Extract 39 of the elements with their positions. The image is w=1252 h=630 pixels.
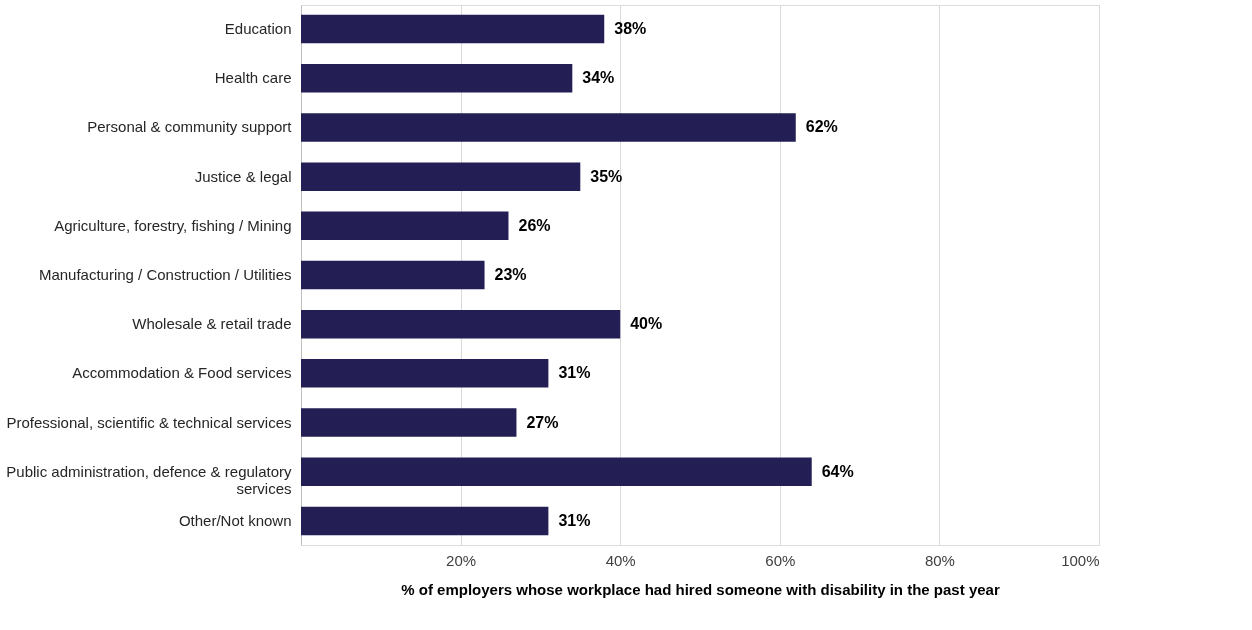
x-tick-label: 80%	[924, 551, 955, 569]
x-tick-label: 100%	[1061, 551, 1100, 569]
y-tick-label: Health care	[214, 69, 292, 87]
y-tick-label: Accommodation & Food services	[72, 364, 292, 382]
y-tick-label: Wholesale & retail trade	[132, 315, 292, 333]
data-label: 34%	[582, 69, 615, 87]
data-label: 31%	[558, 511, 591, 529]
data-label: 26%	[518, 216, 551, 234]
y-tick-label: Personal & community support	[87, 118, 293, 136]
data-label: 35%	[590, 167, 623, 185]
data-label: 40%	[630, 315, 663, 333]
bar	[301, 309, 621, 339]
y-tick-label: Education	[224, 20, 292, 38]
data-label: 62%	[805, 118, 838, 136]
y-tick-label: Manufacturing / Construction / Utilities	[38, 266, 292, 283]
bar	[301, 506, 549, 536]
bar	[301, 14, 605, 44]
x-tick-label: 20%	[446, 551, 477, 569]
data-label: 31%	[558, 364, 591, 382]
bar	[301, 457, 812, 486]
bar	[301, 408, 517, 437]
data-label: 23%	[494, 266, 527, 283]
y-tick-label: Other/Not known	[178, 511, 292, 529]
bar	[301, 162, 581, 191]
bar	[301, 359, 549, 388]
y-tick-label: Public administration, defence & regulatory services	[6, 462, 292, 497]
bar	[301, 64, 573, 93]
data-label: 64%	[821, 462, 854, 480]
y-tick-label: Professional, scientific & technical services	[6, 413, 292, 431]
x-axis-title: % of employers whose workplace had hired someone with disability in the past year	[401, 580, 1000, 598]
x-tick-label: 40%	[605, 551, 636, 569]
x-tick-label: 60%	[765, 551, 796, 569]
data-label: 27%	[526, 413, 559, 431]
bar	[301, 260, 485, 290]
y-tick-label: Justice & legal	[194, 167, 292, 185]
data-label: 38%	[614, 20, 647, 38]
bar	[301, 211, 509, 241]
bar	[301, 113, 796, 142]
y-tick-label: Agriculture, forestry, fishing / Mining	[54, 216, 292, 234]
